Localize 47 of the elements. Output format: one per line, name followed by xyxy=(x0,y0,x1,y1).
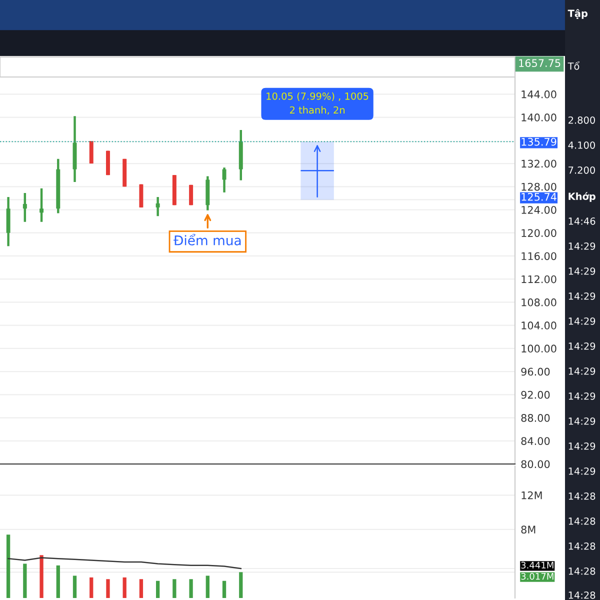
text: 14:29 xyxy=(568,317,596,325)
text: 14:28 xyxy=(568,591,596,599)
y-tick-label: 108.00 xyxy=(522,298,556,306)
y-tick-label: 88.00 xyxy=(521,414,550,422)
text: 14:46 xyxy=(568,217,596,225)
y-tick-label: 12M xyxy=(522,491,542,500)
annotation: 10.05 (7.99%) , 1005 2 thanh, 2n xyxy=(266,92,368,115)
text: 14:29 xyxy=(568,392,596,400)
text: 14:28 xyxy=(568,567,596,575)
text: 14:28 xyxy=(568,517,596,525)
y-tick-label: 116.00 xyxy=(522,252,556,260)
text: 7.200 xyxy=(568,166,595,174)
text: Tổ xyxy=(568,61,580,70)
y-tick-label: 8M xyxy=(521,526,536,534)
text: Khớp xyxy=(568,192,596,202)
y-tick-label: 125.74 xyxy=(522,192,556,201)
text: 14:29 xyxy=(568,467,596,475)
y-tick-label: 100.00 xyxy=(522,344,556,353)
annotation: Điểm mua xyxy=(174,234,241,246)
text: 14:28 xyxy=(568,542,596,550)
text: 14:29 xyxy=(568,367,596,375)
text: 14:29 xyxy=(568,442,596,450)
y-tick-label: 104.00 xyxy=(522,322,556,330)
y-tick-label: 84.00 xyxy=(521,437,550,445)
y-tick-label: 3.441M xyxy=(521,562,554,569)
text: 14:29 xyxy=(568,242,596,250)
y-tick-label: 3.017M xyxy=(521,572,554,580)
text: 1657.75 xyxy=(519,59,560,68)
y-tick-label: 132.00 xyxy=(522,160,556,168)
y-tick-label: 120.00 xyxy=(522,229,556,237)
text: 4.100 xyxy=(568,141,595,149)
text: 14:28 xyxy=(568,492,596,500)
y-tick-label: 135.79 xyxy=(522,138,556,146)
y-tick-label: 92.00 xyxy=(521,390,550,399)
text: 2.800 xyxy=(568,116,595,124)
y-tick-label: 144.00 xyxy=(522,90,556,98)
y-tick-label: 80.00 xyxy=(521,460,550,468)
text: 14:29 xyxy=(568,417,596,425)
y-tick-label: 128.00 xyxy=(522,182,556,191)
text: 14:29 xyxy=(568,342,596,350)
y-tick-label: 140.00 xyxy=(522,114,556,122)
text: Tập xyxy=(568,9,588,19)
text: 14:29 xyxy=(568,292,596,300)
text: 14:29 xyxy=(568,267,596,275)
y-tick-label: 96.00 xyxy=(521,368,550,376)
y-tick-label: 112.00 xyxy=(522,275,556,284)
y-tick-label: 124.00 xyxy=(522,206,556,214)
